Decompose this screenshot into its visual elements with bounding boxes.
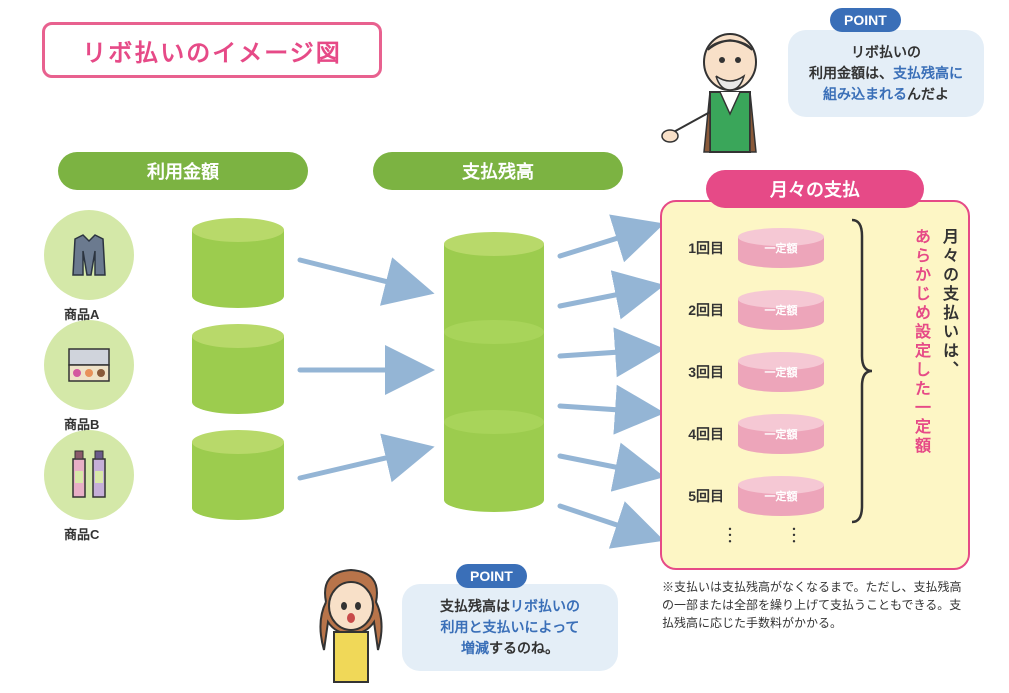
product-bubble-a xyxy=(44,210,134,300)
makeup-icon xyxy=(65,345,113,385)
bottles-icon xyxy=(67,449,111,501)
product-bubble-b xyxy=(44,320,134,410)
point-cloud-bottom: 支払残高はリボ払いの 利用と支払いによって 増減するのね。 xyxy=(402,584,618,671)
pink-disc: 一定額 xyxy=(738,228,824,268)
title-text: リボ払いのイメージ図 xyxy=(82,33,342,68)
product-label-c: 商品C xyxy=(64,524,99,543)
cylinder-a xyxy=(192,218,284,308)
jacket-icon xyxy=(65,231,113,279)
vtext-red: あらかじめ設定した一定額 xyxy=(908,228,932,456)
old-man-icon xyxy=(660,24,790,174)
pay-row-3: 3回目一定額 xyxy=(682,352,824,392)
pay-row-4: 4回目一定額 xyxy=(682,414,824,454)
point-badge-bottom: POINT xyxy=(456,564,527,588)
cylinder-b xyxy=(192,324,284,414)
point-badge-top: POINT xyxy=(830,8,901,32)
brace-icon xyxy=(850,216,872,526)
girl-icon xyxy=(296,562,406,692)
pay-row-5: 5回目一定額 xyxy=(682,476,824,516)
pay-row-1: 1回目一定額 xyxy=(682,228,824,268)
header-monthly: 月々の支払 xyxy=(706,170,924,208)
header-balance: 支払残高 xyxy=(373,152,623,190)
point-cloud-top: リボ払いの 利用金額は、支払残高に 組み込まれるんだよ xyxy=(788,30,984,117)
footnote: ※支払いは支払残高がなくなるまで。ただし、支払残高の一部または全部を繰り上げて支… xyxy=(662,578,970,632)
product-bubble-c xyxy=(44,430,134,520)
dots-2: ︙ xyxy=(780,526,806,544)
cylinder-c xyxy=(192,430,284,520)
dots-1: ︙ xyxy=(716,526,742,544)
title-box: リボ払いのイメージ図 xyxy=(42,22,382,78)
vtext-black: 月々の支払いは、 xyxy=(936,228,960,380)
cylinder-balance xyxy=(444,232,544,512)
pay-row-2: 2回目一定額 xyxy=(682,290,824,330)
header-usage: 利用金額 xyxy=(58,152,308,190)
